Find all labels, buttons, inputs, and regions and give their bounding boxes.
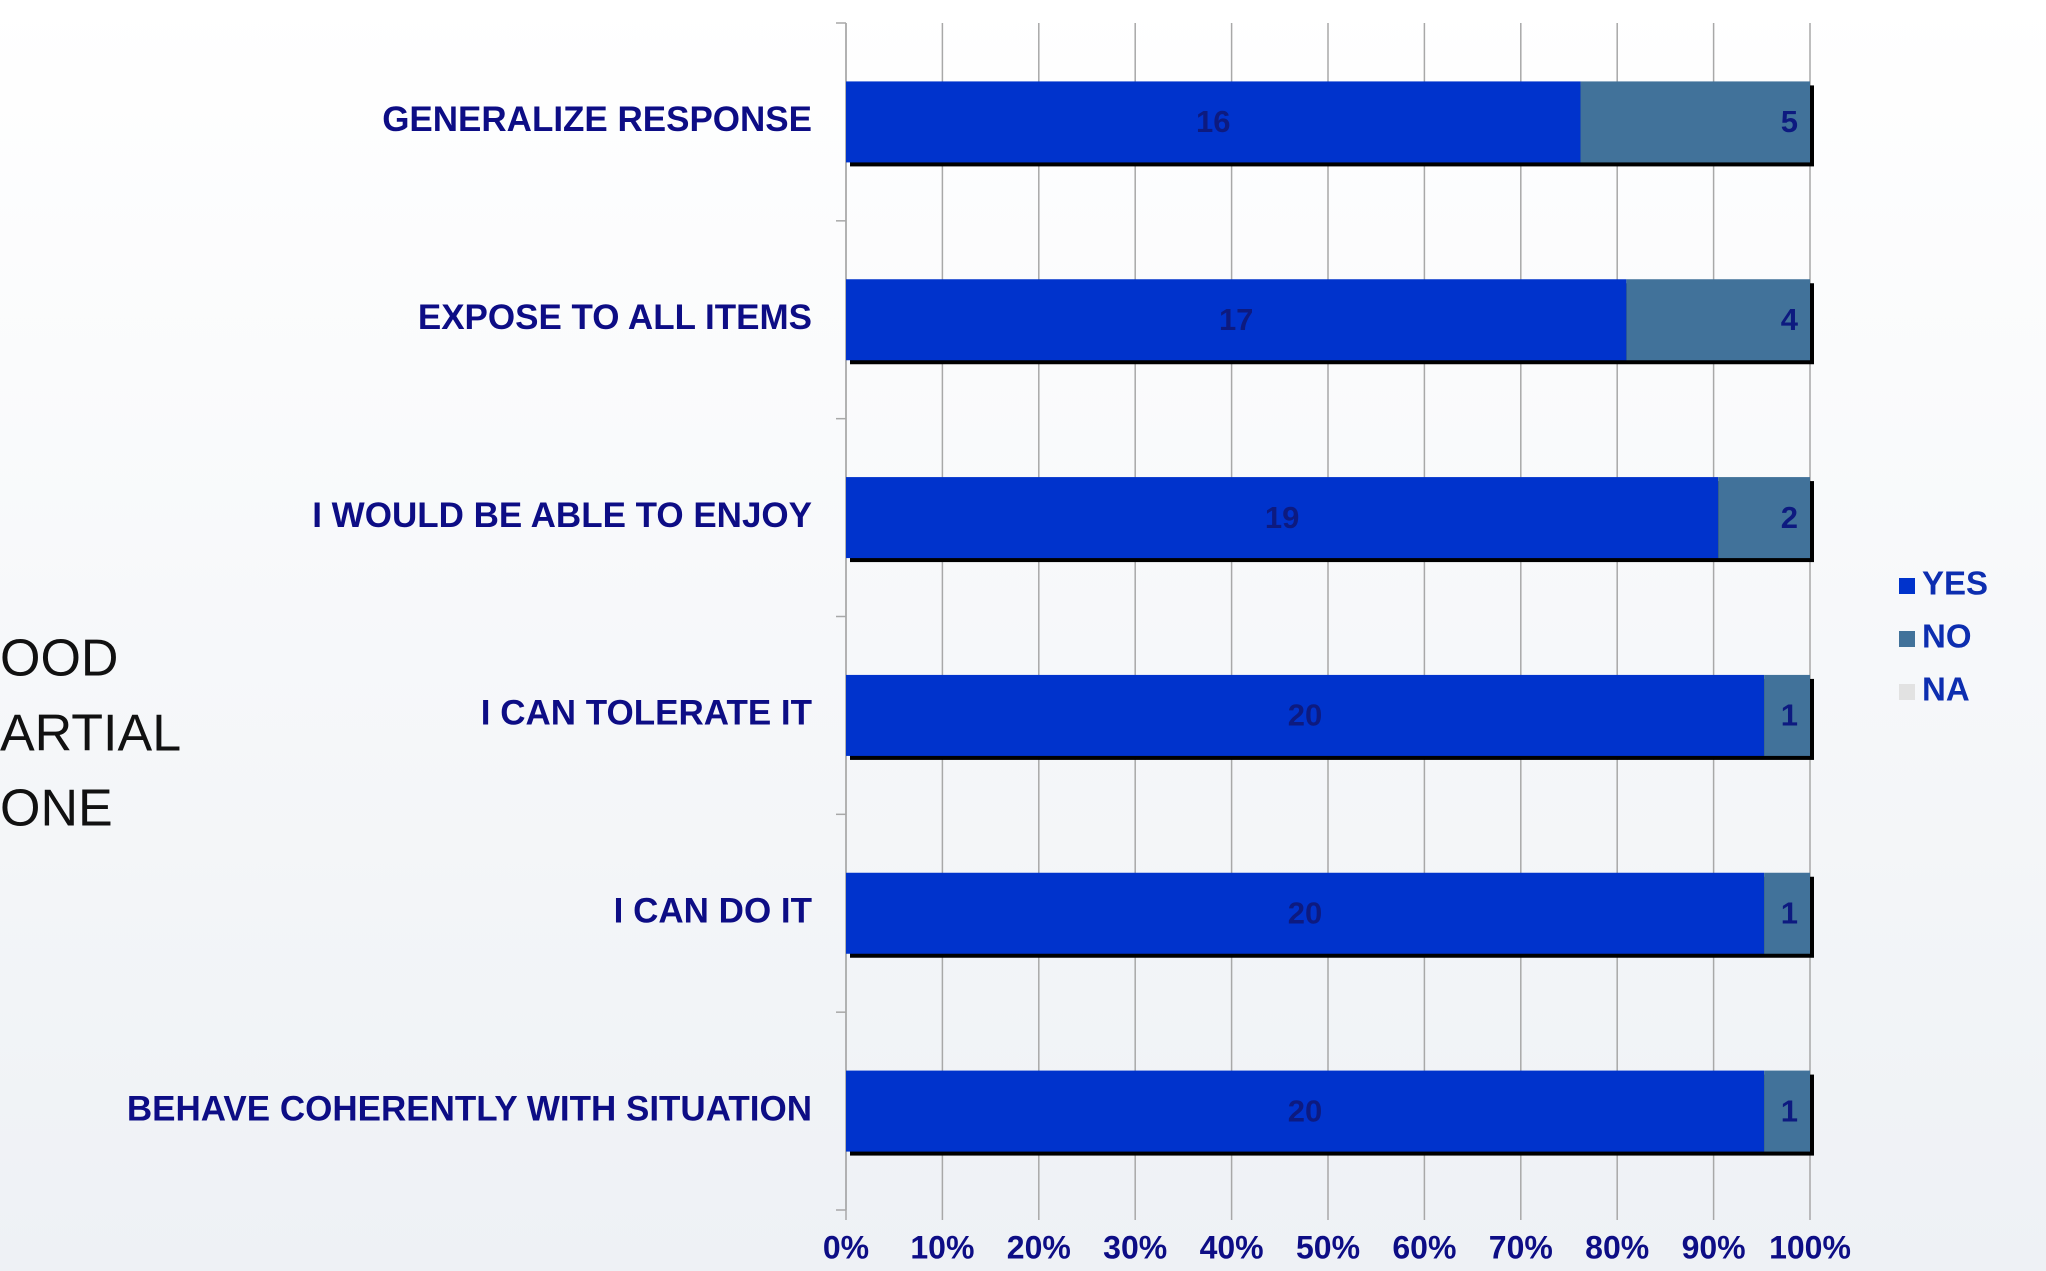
x-tick-label: 90%	[1682, 1229, 1746, 1265]
data-label: 20	[1288, 1093, 1322, 1128]
bar-segment	[846, 81, 1581, 163]
bar-segment	[846, 1070, 1765, 1152]
bar-segment	[1626, 279, 1810, 361]
x-tick-label: 50%	[1296, 1229, 1360, 1265]
bar-segment	[1718, 477, 1810, 559]
data-label: 5	[1781, 104, 1798, 139]
x-tick-label: 0%	[823, 1229, 869, 1265]
legend-label: NO	[1922, 618, 1972, 655]
x-tick-label: 20%	[1007, 1229, 1071, 1265]
category-label: I WOULD BE ABLE TO ENJOY	[312, 496, 812, 535]
category-label: BEHAVE COHERENTLY WITH SITUATION	[127, 1089, 812, 1128]
x-tick-label: 80%	[1585, 1229, 1649, 1265]
legend-label: YES	[1922, 565, 1988, 602]
bar-segment	[846, 872, 1765, 954]
data-label: 2	[1781, 500, 1798, 535]
x-tick-label: 70%	[1489, 1229, 1553, 1265]
data-label: 20	[1288, 895, 1322, 930]
data-label: 4	[1781, 302, 1799, 337]
data-label: 17	[1219, 302, 1253, 337]
legend-label: NA	[1922, 671, 1970, 708]
side-text: ONE	[0, 780, 113, 838]
side-text: OOD	[0, 630, 118, 688]
bar-segment	[846, 674, 1765, 756]
bar-segment	[1764, 872, 1810, 954]
x-tick-label: 60%	[1392, 1229, 1456, 1265]
legend-swatch	[1899, 578, 1915, 594]
data-label: 1	[1781, 698, 1798, 733]
x-tick-label: 10%	[910, 1229, 974, 1265]
data-label: 20	[1288, 698, 1322, 733]
data-label: 19	[1265, 500, 1299, 535]
category-label: I CAN DO IT	[614, 892, 812, 931]
bar-segment	[1580, 81, 1810, 163]
data-label: 1	[1781, 1093, 1798, 1128]
bar-segment	[1764, 1070, 1810, 1152]
bar-segment	[846, 477, 1719, 559]
x-tick-label: 100%	[1769, 1229, 1851, 1265]
x-tick-label: 30%	[1103, 1229, 1167, 1265]
x-tick-label: 40%	[1200, 1229, 1264, 1265]
bar-segment	[1764, 674, 1810, 756]
bar-segment	[846, 279, 1627, 361]
category-label: GENERALIZE RESPONSE	[382, 100, 812, 139]
category-label: EXPOSE TO ALL ITEMS	[418, 298, 812, 337]
data-label: 1	[1781, 895, 1798, 930]
category-label: I CAN TOLERATE IT	[481, 694, 812, 733]
legend-swatch	[1899, 684, 1915, 700]
side-text: ARTIAL	[0, 705, 181, 763]
legend-swatch	[1899, 631, 1915, 647]
data-label: 16	[1196, 104, 1230, 139]
